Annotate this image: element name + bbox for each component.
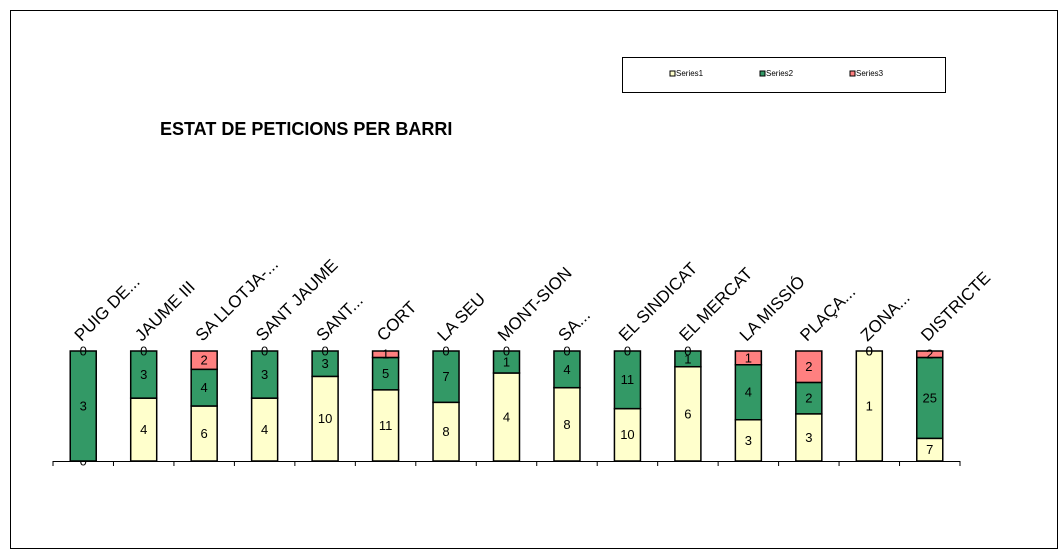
data-label: 3 — [80, 398, 87, 413]
data-label: 2 — [201, 353, 208, 368]
legend-swatch — [759, 70, 766, 77]
chart-title: ESTAT DE PETICIONS PER BARRI — [160, 119, 452, 139]
bar-segment — [371, 350, 400, 359]
data-label: 10 — [318, 411, 332, 426]
legend-swatch — [669, 70, 676, 77]
data-label: 3 — [321, 356, 328, 371]
data-label: 2 — [926, 347, 933, 362]
data-label: 0 — [321, 343, 328, 358]
data-label: 1 — [866, 398, 873, 413]
data-label: 10 — [620, 427, 634, 442]
data-label: 4 — [745, 385, 752, 400]
bar-segment — [371, 389, 400, 462]
bar-segment — [190, 405, 218, 462]
data-label: 0 — [684, 343, 691, 358]
data-label: 5 — [382, 366, 389, 381]
data-label: 0 — [624, 343, 631, 358]
data-label: 25 — [923, 390, 937, 405]
data-label: 6 — [201, 426, 208, 441]
data-label: 1 — [503, 354, 510, 369]
legend-swatch — [849, 70, 856, 77]
data-label: 0 — [442, 343, 449, 358]
bar-segment — [432, 350, 460, 404]
data-label: 0 — [261, 343, 268, 358]
data-label: 11 — [621, 372, 635, 387]
data-label: 4 — [563, 362, 570, 377]
bar-segment — [250, 397, 279, 462]
bar-segment — [795, 381, 823, 415]
bar-segment — [734, 350, 763, 366]
data-label: 0 — [80, 343, 87, 358]
bar-segment — [190, 350, 218, 371]
bar-segment — [492, 350, 521, 374]
bar-segment — [311, 375, 339, 462]
data-label: 7 — [442, 369, 449, 384]
data-label: 1 — [745, 350, 752, 365]
data-label: 4 — [261, 422, 268, 437]
data-label: 4 — [201, 380, 208, 395]
bar-segment — [674, 350, 702, 368]
bar-segment — [371, 356, 400, 391]
legend-box — [622, 57, 946, 93]
data-label: 1 — [382, 347, 389, 362]
data-label: 2 — [805, 359, 812, 374]
bar-segment — [190, 368, 218, 407]
bar-segment — [855, 350, 884, 462]
data-label: 3 — [805, 430, 812, 445]
data-label: 0 — [140, 343, 147, 358]
bar-segment — [916, 350, 944, 359]
data-label: 3 — [261, 367, 268, 382]
legend-label: Series3 — [856, 69, 884, 78]
bar-segment — [129, 350, 158, 399]
legend-label: Series1 — [676, 69, 704, 78]
bar-segment — [613, 350, 642, 410]
data-label: 4 — [503, 409, 510, 424]
bar-segment — [311, 350, 339, 378]
bar-segment — [795, 413, 823, 462]
data-label: 0 — [866, 343, 873, 358]
bar-segment — [916, 356, 944, 440]
data-label: 0 — [866, 343, 873, 358]
data-label: 0 — [563, 343, 570, 358]
bar-segment — [553, 350, 581, 389]
bar-segment — [69, 350, 97, 462]
bar-segment — [734, 364, 763, 421]
data-label: 2 — [805, 391, 812, 406]
data-label: 6 — [684, 406, 691, 421]
bar-segment — [795, 350, 823, 384]
data-label: 3 — [745, 433, 752, 448]
data-label: 3 — [140, 367, 147, 382]
data-label: 8 — [563, 417, 570, 432]
bar-segment — [129, 397, 158, 462]
data-label: 0 — [503, 343, 510, 358]
data-label: 8 — [442, 424, 449, 439]
bar-segment — [553, 386, 581, 462]
data-label: 4 — [140, 422, 147, 437]
bar-segment — [250, 350, 279, 399]
data-label: 11 — [379, 418, 393, 433]
legend-label: Series2 — [766, 69, 794, 78]
data-label: 1 — [684, 351, 691, 366]
data-label: 7 — [926, 442, 933, 457]
bar-segment — [734, 419, 763, 462]
